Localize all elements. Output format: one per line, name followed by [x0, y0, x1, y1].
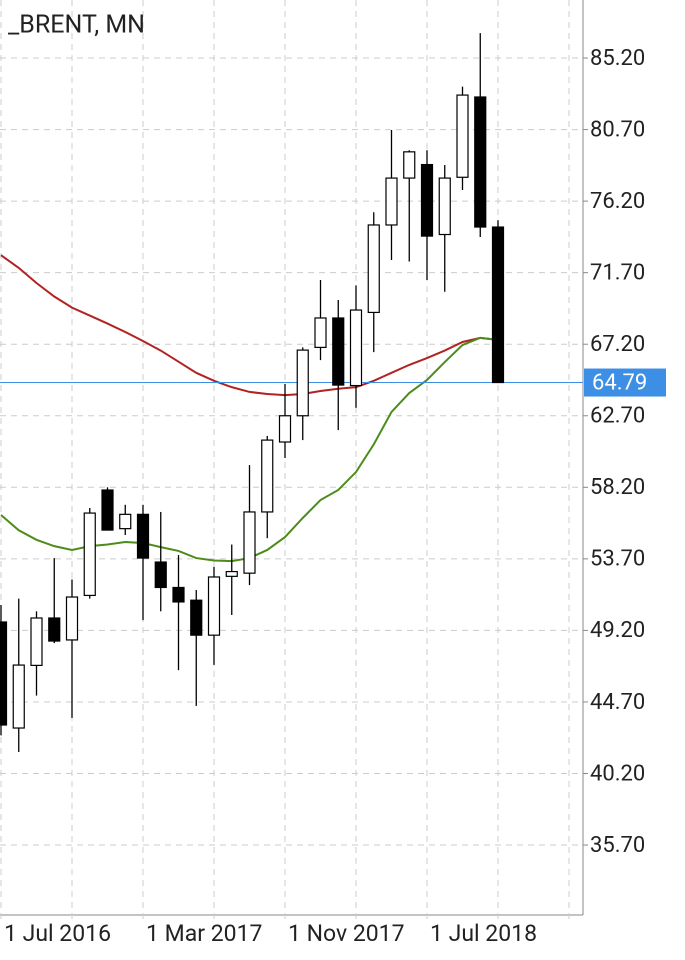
y-tick-label: 40.20 [590, 761, 645, 786]
ma-line [0, 254, 499, 397]
y-tick-label: 44.70 [590, 690, 645, 715]
candle-body [456, 94, 469, 178]
candle-body [474, 96, 487, 228]
y-tick-label: 53.70 [590, 547, 645, 572]
candle-body [30, 617, 43, 666]
candle-body [349, 309, 363, 387]
last-price-label: 64.79 [592, 370, 647, 395]
chart-title: _BRENT, MN [8, 11, 145, 40]
x-tick-label: 1 Jul 2018 [430, 920, 537, 947]
y-tick-label: 85.20 [590, 46, 645, 71]
candle-body [207, 576, 221, 636]
candles [0, 33, 505, 753]
candle-body [101, 489, 114, 531]
y-tick-label: 76.20 [590, 189, 645, 214]
candle-body [420, 163, 434, 237]
x-tick-label: 1 Nov 2017 [288, 920, 405, 947]
candle-body [65, 596, 79, 641]
candle-body [332, 317, 345, 386]
candle-body [261, 439, 274, 513]
candle-body [314, 317, 327, 348]
labels: 85.20 80.70 76.20 71.70 67.20 62.70 58.20 53.70… [4, 46, 666, 947]
y-tick-label: 71.70 [590, 260, 645, 285]
candle-body [154, 561, 167, 589]
last-price-tag [584, 368, 666, 397]
candle-body [190, 599, 203, 636]
y-tick-label: 35.70 [590, 833, 645, 858]
y-tick-label: 49.20 [590, 618, 645, 643]
candle-body [119, 513, 132, 530]
candle-body [491, 226, 505, 384]
candle-body [225, 570, 238, 577]
candle-body [367, 224, 380, 314]
candle-body [403, 151, 416, 179]
candle-body [172, 586, 185, 603]
candle-body [243, 511, 256, 574]
x-tick-label: 1 Jul 2016 [4, 920, 111, 947]
candle-body [0, 621, 8, 726]
candle-body [385, 177, 398, 226]
x-tick-label: 1 Mar 2017 [146, 920, 262, 947]
candle-body [48, 617, 61, 642]
y-tick-label: 58.20 [590, 475, 645, 500]
y-tick-label: 67.20 [590, 332, 645, 357]
candle-body [136, 513, 150, 559]
candle-body [83, 512, 96, 597]
candle-body [296, 349, 309, 417]
y-tick-label: 62.70 [590, 404, 645, 429]
candle-body [278, 415, 292, 443]
candle-body [12, 664, 25, 729]
y-tick-label: 80.70 [590, 117, 645, 142]
candle-body [438, 177, 451, 236]
